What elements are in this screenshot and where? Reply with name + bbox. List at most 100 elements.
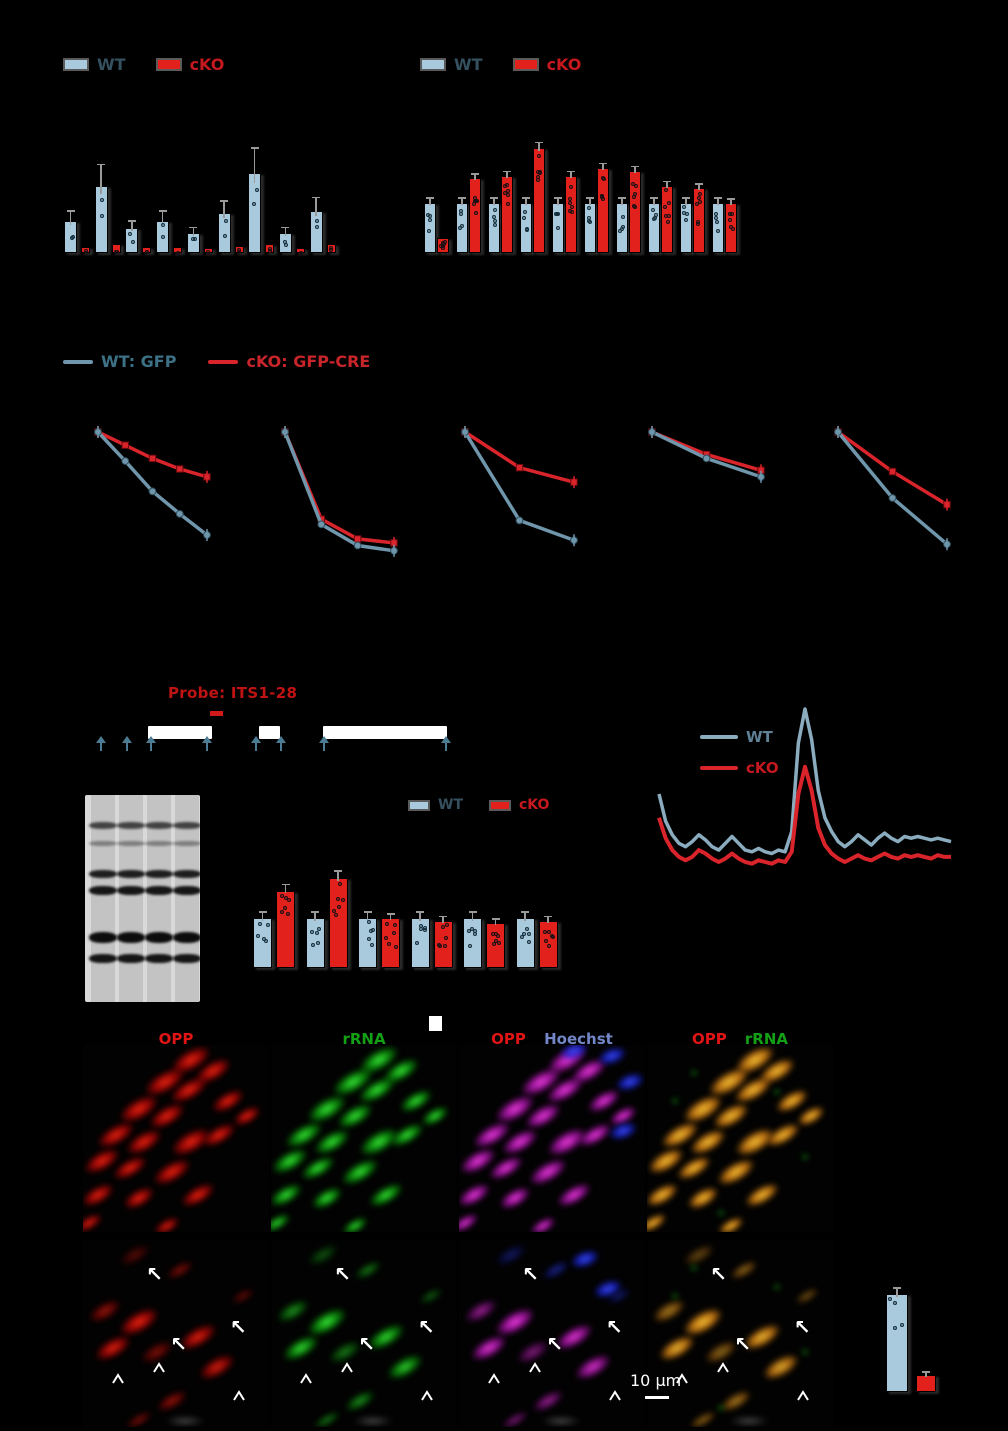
legend-swatch-wt xyxy=(63,58,89,71)
legend-panel-a: WT cKO xyxy=(63,55,224,74)
rrna-region-rect xyxy=(323,726,447,739)
data-point-dot xyxy=(236,250,241,255)
legend-line-wt xyxy=(63,359,93,364)
data-point-dot xyxy=(328,246,333,251)
series-marker xyxy=(353,535,362,543)
cko-bar xyxy=(276,890,295,968)
data-point-dot xyxy=(128,231,133,236)
data-point-dot xyxy=(653,213,658,218)
error-bar-cap xyxy=(250,147,259,149)
series-marker xyxy=(515,463,524,472)
cell-blob xyxy=(229,1285,257,1307)
data-point-dot xyxy=(568,209,573,214)
data-point-dot xyxy=(536,177,541,182)
cell-blob xyxy=(801,1349,810,1356)
error-bar xyxy=(602,162,604,171)
wt-bar xyxy=(584,203,596,253)
data-point-dot xyxy=(697,196,702,200)
data-point-dot xyxy=(268,248,273,253)
arrowhead-glyph xyxy=(152,1361,165,1373)
cell-blob xyxy=(177,1178,219,1212)
data-point-dot xyxy=(546,943,551,948)
pointer-arrow-icon: ↖ xyxy=(793,1314,811,1339)
data-point-dot xyxy=(265,922,270,927)
data-point-dot xyxy=(492,214,497,219)
decay-plot xyxy=(648,426,765,483)
cell-blob xyxy=(568,1246,603,1272)
data-point-dot xyxy=(525,226,530,231)
error-bar xyxy=(570,170,572,178)
data-point-dot xyxy=(440,924,445,929)
data-point-dot xyxy=(621,214,626,219)
data-point-dot xyxy=(493,223,498,228)
cell-blob xyxy=(762,1118,804,1152)
pointer-arrow-icon: ↖ xyxy=(522,1262,539,1287)
data-point-dot xyxy=(236,248,241,253)
cell-blob xyxy=(461,1295,501,1327)
data-point-dot xyxy=(341,898,346,903)
polyline xyxy=(676,1372,688,1384)
error-bar xyxy=(131,220,133,232)
gel-band xyxy=(173,886,200,896)
data-point-dot xyxy=(474,210,479,215)
gel-lane xyxy=(91,795,115,1002)
cell-blob xyxy=(717,1210,726,1217)
data-point-dot xyxy=(682,205,687,210)
cell-blob xyxy=(271,1178,306,1211)
error-bar xyxy=(685,197,687,206)
data-point-dot xyxy=(458,212,463,217)
legend-label-wt: WT xyxy=(97,55,126,74)
data-point-dot xyxy=(634,183,639,188)
error-bar-cap xyxy=(426,197,434,199)
gel-band xyxy=(173,869,200,878)
data-point-dot xyxy=(427,217,432,222)
error-bar xyxy=(419,911,421,921)
cell-blob xyxy=(759,1349,803,1385)
error-bar-cap xyxy=(334,870,342,872)
series-marker xyxy=(317,520,326,529)
data-point-dot xyxy=(160,234,165,239)
data-point-dot xyxy=(526,931,531,936)
cleavage-arrow-head xyxy=(146,736,156,743)
gel-band xyxy=(117,840,145,846)
cell-blob xyxy=(571,1349,615,1385)
gel-band xyxy=(89,931,117,943)
error-bar-cap xyxy=(586,197,594,199)
cell-blob xyxy=(527,1214,558,1232)
data-point-dot xyxy=(440,246,445,251)
error-bar-cap xyxy=(127,220,136,222)
data-point-dot xyxy=(458,225,463,230)
arrowhead-glyph xyxy=(796,1389,809,1401)
cell-blob xyxy=(154,1386,191,1416)
legend-line-charts: WT: GFP cKO: GFP-CRE xyxy=(63,352,370,371)
data-point-dot xyxy=(570,209,575,214)
rrna-region-rect xyxy=(259,726,280,739)
data-point-dot xyxy=(503,190,508,195)
data-point-dot xyxy=(333,912,338,917)
scale-bar-line xyxy=(645,1396,669,1399)
cko-bar xyxy=(916,1375,936,1392)
cell-blob xyxy=(647,1209,669,1232)
gel-band xyxy=(145,931,173,943)
cell-blob xyxy=(670,1098,679,1105)
data-point-dot xyxy=(280,910,285,915)
pointer-arrow-icon: ↖ xyxy=(146,1262,163,1287)
gel-band xyxy=(145,886,173,896)
error-bar xyxy=(698,183,700,190)
error-bar-cap xyxy=(468,911,477,913)
error-bar xyxy=(925,1371,927,1377)
decay-plot xyxy=(461,426,578,547)
cko-bar xyxy=(486,923,505,968)
legend-line-cko xyxy=(700,766,738,770)
data-point-dot xyxy=(392,931,397,936)
polyline xyxy=(300,1372,312,1384)
data-point-dot xyxy=(650,207,655,212)
data-point-dot xyxy=(666,219,671,224)
error-bar xyxy=(253,147,256,184)
arrowhead-glyph xyxy=(716,1361,729,1373)
series-line xyxy=(283,431,395,545)
data-point-dot xyxy=(161,223,166,228)
cko-bar xyxy=(234,246,244,253)
data-point-dot xyxy=(888,1297,893,1302)
